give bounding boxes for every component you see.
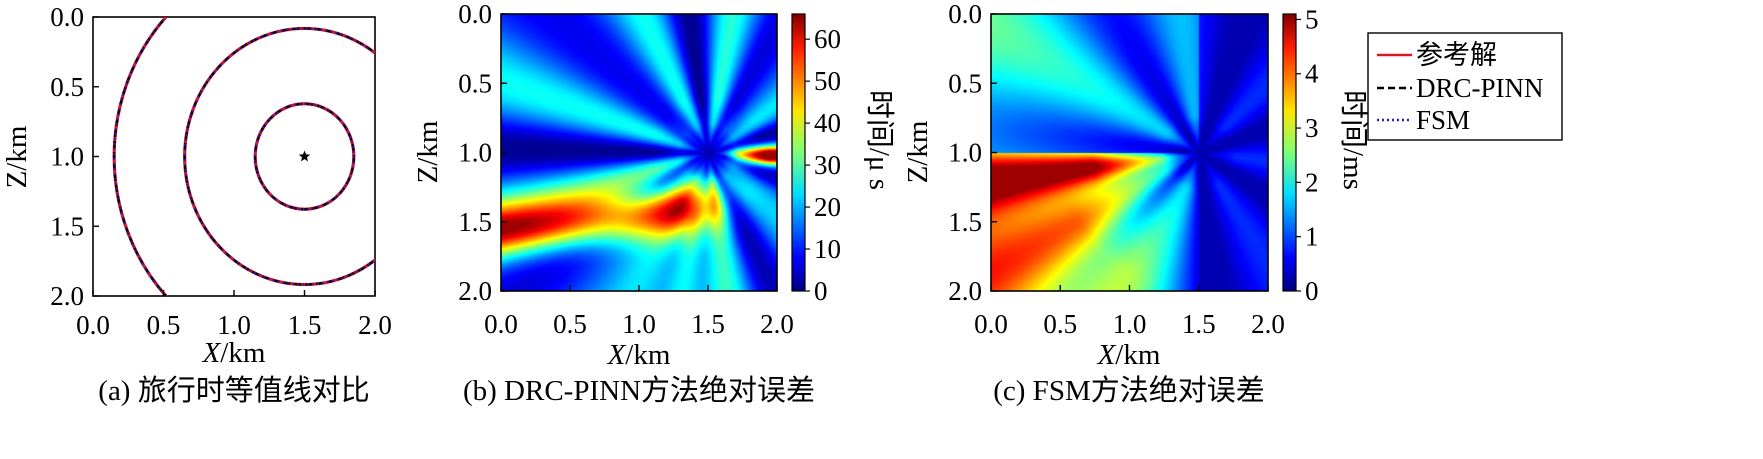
x-ticks-b: 0.0 0.5 1.0 1.5 2.0	[484, 285, 794, 339]
colorbar-tick-label: 4	[1305, 59, 1319, 89]
colorbar-tick-label: 5	[1305, 4, 1319, 34]
y-tick-label: 1.5	[458, 207, 492, 237]
x-tick-label: 0.5	[147, 310, 181, 340]
y-tick-label: 0.5	[948, 68, 982, 98]
x-tick-label: 0.0	[974, 309, 1008, 339]
x-ticks-c: 0.0 0.5 1.0 1.5 2.0	[974, 285, 1285, 339]
caption-a: (a) 旅行时等值线对比	[98, 374, 369, 407]
colorbar-tick-label: 20	[814, 192, 841, 222]
caption-c: (c) FSM方法绝对误差	[993, 374, 1264, 407]
x-tick-label: 2.0	[760, 309, 794, 339]
x-tick-label: 0.5	[1043, 309, 1077, 339]
y-tick-label: 2.0	[50, 281, 84, 311]
caption-b: (b) DRC-PINN方法绝对误差	[463, 374, 815, 407]
colorbar-tick-label: 1	[1305, 222, 1319, 252]
y-ticks-a: 0.0 0.5 1.0 1.5 2.0	[50, 2, 99, 311]
colorbar-tick-label: 2	[1305, 167, 1319, 197]
panel-b: 0.0 0.5 1.0 1.5 2.0 0.0 0.5 1.0 1.5 2.0 X/km Z/k…	[412, 0, 896, 407]
y-tick-label: 0.0	[458, 0, 492, 29]
colorbar-tick-label: 40	[814, 108, 841, 138]
legend: 参考解 DRC-PINN FSM	[1367, 32, 1563, 141]
colorbar-ticks-b: 0 10 20 30 40 50 60	[805, 24, 841, 306]
x-ticks-a: 0.0 0.5 1.0 1.5 2.0	[76, 290, 392, 340]
panel-a: 0.0 0.5 1.0 1.5 2.0 0.0 0.5 1.0 1.5 2.0 X/km Z/k…	[1, 2, 392, 407]
y-ticks-b: 0.0 0.5 1.0 1.5 2.0	[458, 0, 507, 306]
y-tick-label: 1.0	[50, 142, 84, 172]
y-tick-label: 1.0	[458, 138, 492, 168]
colorbar-tick-label: 0	[814, 276, 828, 306]
y-tick-label: 2.0	[948, 276, 982, 306]
y-axis-label-b: Z/km	[412, 120, 444, 183]
colorbar-tick-label: 60	[814, 24, 841, 54]
contour-DRC-PINN	[183, 27, 375, 286]
y-tick-label: 1.0	[948, 138, 982, 168]
contour-FSM	[254, 102, 355, 211]
colorbar-b	[791, 13, 806, 292]
x-axis-label-b: X/km	[607, 339, 671, 371]
plot-frame-a	[92, 16, 376, 297]
x-tick-label: 2.0	[358, 310, 392, 340]
heatmap-c	[991, 14, 1268, 291]
colorbar-tick-label: 3	[1305, 113, 1319, 143]
legend-box	[1367, 32, 1563, 141]
y-tick-label: 1.5	[948, 207, 982, 237]
x-tick-label: 0.5	[553, 309, 587, 339]
colorbar-tick-label: 50	[814, 66, 841, 96]
x-tick-label: 1.0	[622, 309, 656, 339]
y-axis-label-c: Z/km	[902, 120, 934, 183]
legend-label-reference: 参考解	[1416, 40, 1497, 70]
colorbar-label-c: 时间/ms	[1337, 90, 1370, 190]
x-tick-label: 2.0	[1251, 309, 1285, 339]
contour-lines	[112, 17, 375, 296]
y-tick-label: 0.5	[458, 68, 492, 98]
x-axis-label-c: X/km	[1097, 339, 1161, 371]
colorbar-tick-label: 0	[1305, 276, 1319, 306]
y-axis-label-a: Z/km	[1, 125, 33, 188]
x-axis-label-a: X/km	[202, 337, 266, 369]
x-tick-label: 1.0	[1113, 309, 1147, 339]
y-ticks-c: 0.0 0.5 1.0 1.5 2.0	[948, 0, 997, 306]
source-star-icon	[298, 150, 311, 162]
y-tick-label: 1.5	[50, 211, 84, 241]
y-tick-label: 2.0	[458, 276, 492, 306]
y-tick-label: 0.0	[50, 2, 84, 32]
colorbar-tick-label: 30	[814, 150, 841, 180]
x-tick-label: 1.5	[1182, 309, 1216, 339]
colorbar-c	[1282, 13, 1297, 292]
x-tick-label: 1.5	[691, 309, 725, 339]
x-tick-label: 1.0	[217, 310, 251, 340]
contour-DRC-PINN	[113, 17, 168, 296]
x-tick-label: 0.0	[484, 309, 518, 339]
heatmap-b	[501, 14, 777, 291]
colorbar-tick-label: 10	[814, 234, 841, 264]
colorbar-ticks-c: 0 1 2 3 4 5	[1296, 4, 1319, 306]
legend-label-drc-pinn: DRC-PINN	[1416, 73, 1544, 103]
panel-c: 0.0 0.5 1.0 1.5 2.0 0.0 0.5 1.0 1.5 2.0 X/km Z/k…	[902, 0, 1370, 407]
x-tick-label: 0.0	[76, 310, 110, 340]
legend-label-fsm: FSM	[1416, 105, 1470, 135]
y-tick-label: 0.0	[948, 0, 982, 29]
x-tick-label: 1.5	[288, 310, 322, 340]
y-tick-label: 0.5	[50, 72, 84, 102]
colorbar-label-b: 时间/μ s	[863, 90, 896, 190]
